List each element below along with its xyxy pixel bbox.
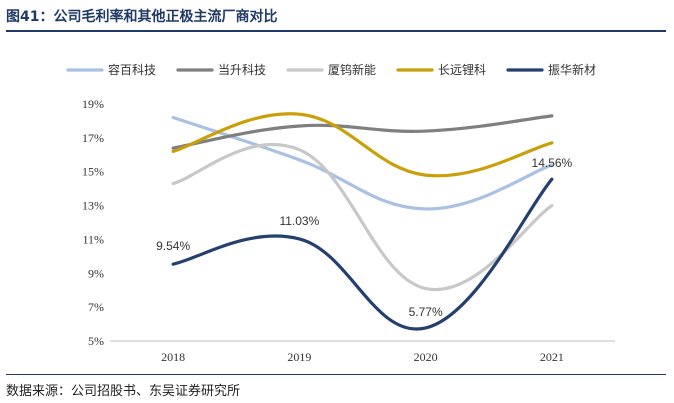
legend-label-3: 厦钨新能 (328, 62, 376, 77)
source-note: 数据来源：公司招股书、东吴证券研究所 (6, 384, 241, 399)
title-rule (6, 30, 666, 32)
series-line-2 (171, 114, 554, 150)
y-tick-label: 17% (82, 131, 104, 145)
y-tick-label: 15% (82, 165, 104, 179)
series-line-1 (171, 115, 554, 211)
legend-label-4: 长远锂科 (438, 62, 486, 77)
x-tick-label: 2019 (287, 350, 311, 364)
series-line-4 (171, 112, 554, 178)
source-rule (6, 374, 666, 375)
y-tick-label: 19% (82, 97, 104, 111)
legend-label-1: 容百科技 (108, 62, 156, 77)
data-label: 14.56% (532, 156, 573, 170)
series-line-5 (171, 177, 554, 331)
figure-title: 图41：公司毛利率和其他正极主流厂商对比 (6, 9, 278, 25)
data-label: 9.54% (156, 239, 190, 253)
y-tick-label: 7% (88, 300, 104, 314)
legend-label-5: 振华新材 (548, 62, 596, 77)
y-tick-label: 11% (82, 232, 104, 246)
chart: 5% 7% 9% 11% 13% 15% 17% 19% 2018 2019 2020 2021 9.5… (66, 62, 615, 364)
legend-label-2: 当升科技 (218, 63, 266, 77)
x-tick-label: 2018 (161, 350, 185, 364)
data-label: 5.77% (409, 305, 443, 319)
x-tick-label: 2021 (540, 350, 564, 364)
data-label: 11.03% (279, 214, 319, 228)
x-tick-label: 2020 (414, 350, 438, 364)
y-tick-label: 13% (82, 199, 104, 213)
y-tick-label: 5% (88, 334, 104, 348)
y-tick-label: 9% (88, 266, 104, 280)
